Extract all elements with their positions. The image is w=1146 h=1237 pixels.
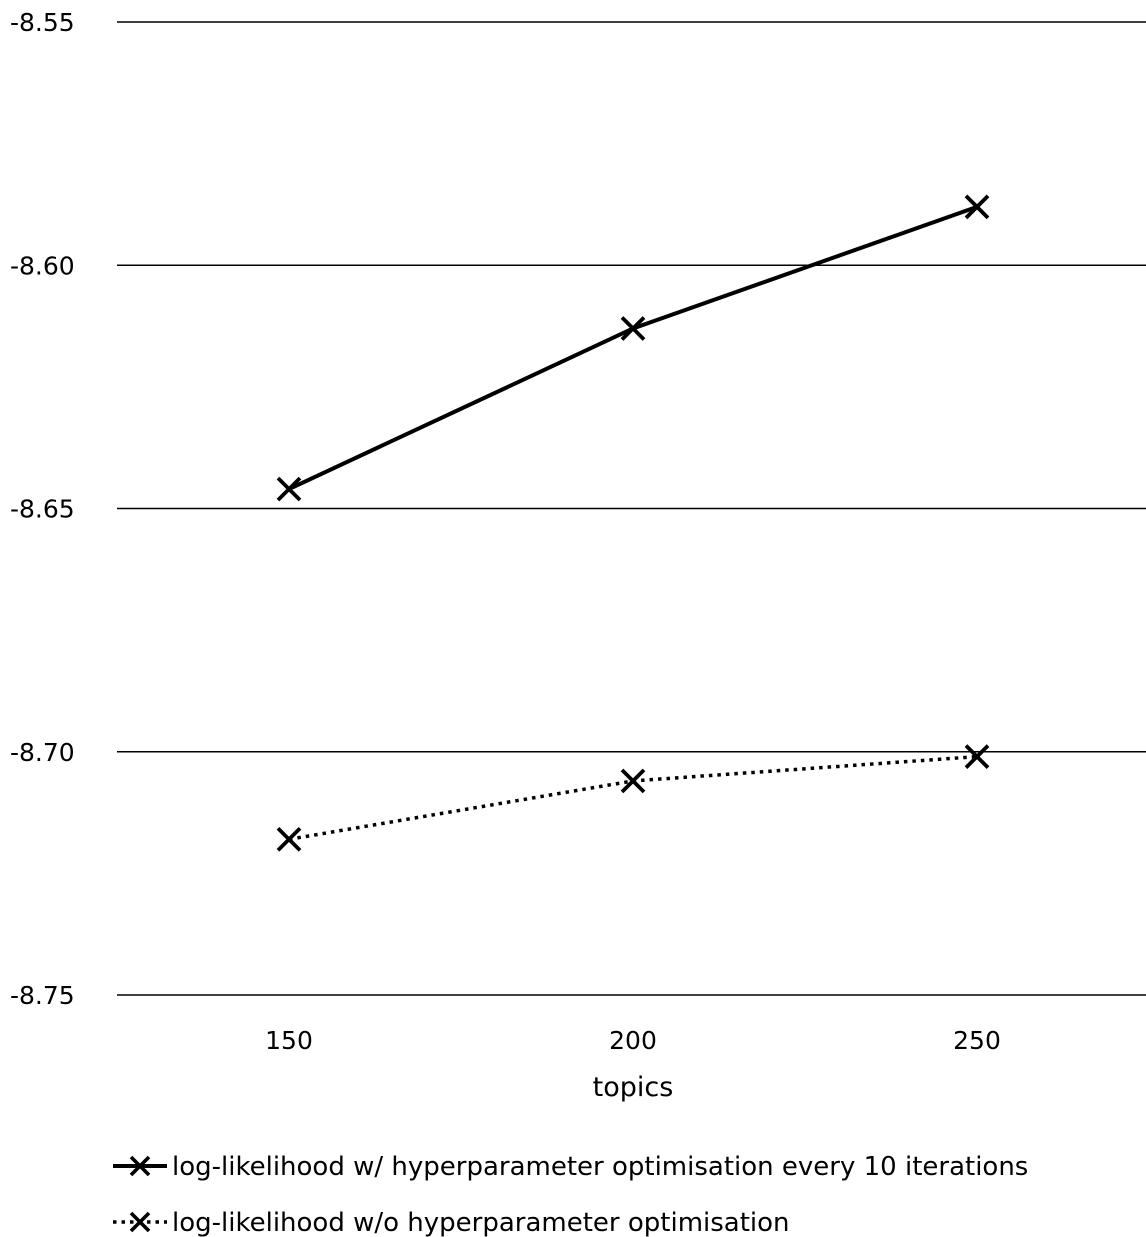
legend-label: log-likelihood w/o hyperparameter optimi… (172, 1208, 790, 1237)
x-axis-title: topics (593, 1072, 674, 1103)
legend-marker-icon (129, 1155, 151, 1177)
series-line (288, 754, 978, 842)
series-1 (276, 194, 990, 502)
series-layer (276, 194, 990, 852)
legend-marker-icon (129, 1211, 151, 1233)
x-tick-label: 250 (953, 1026, 1001, 1055)
legend-label: log-likelihood w/ hyperparameter optimis… (172, 1152, 1028, 1182)
y-tick-label: -8.70 (10, 738, 75, 767)
legend-item: log-likelihood w/ hyperparameter optimis… (113, 1152, 1028, 1182)
x-axis-tick-labels: 150 200 250 (265, 1026, 1001, 1055)
y-tick-label: -8.75 (10, 981, 75, 1010)
legend-item: log-likelihood w/o hyperparameter optimi… (113, 1208, 790, 1237)
data-point-marker (620, 316, 646, 341)
data-point-marker (620, 768, 646, 794)
y-tick-label: -8.65 (10, 495, 75, 524)
gridlines (117, 21, 1146, 996)
data-point-marker (276, 476, 302, 502)
data-point-marker (964, 744, 990, 769)
y-axis-tick-labels: -8.55 -8.60 -8.65 -8.70 -8.75 (10, 8, 75, 1010)
data-point-marker (276, 826, 302, 852)
x-tick-label: 150 (265, 1026, 313, 1055)
data-point-marker (964, 194, 990, 220)
series-2 (276, 744, 990, 852)
y-tick-label: -8.60 (10, 251, 75, 280)
legend: log-likelihood w/ hyperparameter optimis… (113, 1152, 1028, 1237)
series-line (288, 204, 978, 491)
y-tick-label: -8.55 (10, 8, 75, 37)
x-tick-label: 200 (609, 1026, 657, 1055)
